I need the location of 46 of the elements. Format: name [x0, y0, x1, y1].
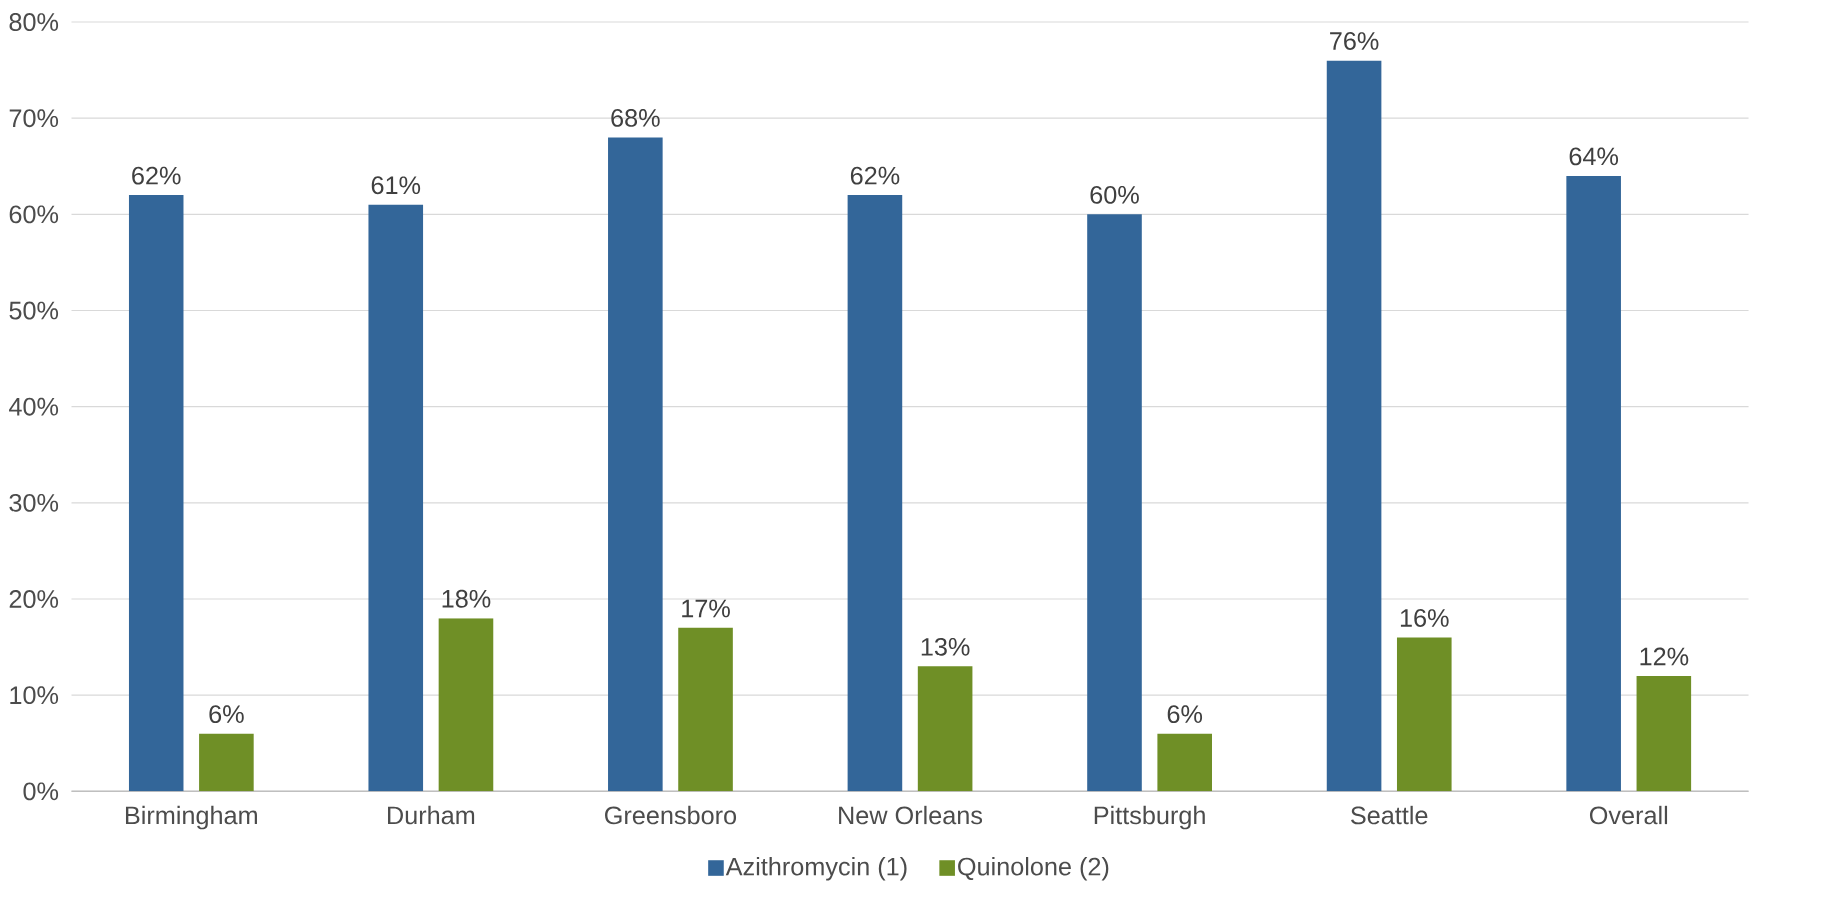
bar — [1396, 637, 1452, 792]
x-tick-label: Birmingham — [125, 805, 257, 830]
y-tick-label: 80% — [9, 13, 59, 32]
bar — [1326, 60, 1382, 792]
y-tick-label: 20% — [9, 590, 59, 609]
bar — [368, 204, 424, 792]
bar — [917, 666, 973, 792]
y-tick-label: 60% — [9, 205, 59, 224]
y-tick-label: 70% — [9, 109, 59, 128]
bar — [1566, 175, 1621, 792]
data-label: 62% — [850, 166, 900, 185]
data-label: 76% — [1330, 32, 1379, 50]
bar — [1636, 676, 1692, 792]
data-label: 6% — [209, 705, 244, 724]
y-tick-label: 30% — [9, 493, 59, 512]
x-tick-label: Greensboro — [605, 805, 737, 825]
data-label: 12% — [1640, 647, 1689, 666]
legend-label: Azithromycin (1) — [725, 857, 907, 881]
bar — [438, 618, 494, 792]
bar — [199, 733, 254, 792]
data-label: 68% — [611, 109, 660, 127]
data-label: 6% — [1167, 705, 1203, 724]
data-label: 16% — [1400, 609, 1449, 627]
x-tick-label: Pittsburgh — [1094, 805, 1205, 830]
legend-label: Quinolone (2) — [958, 857, 1109, 881]
data-label: 62% — [132, 166, 181, 185]
y-tick-label: 0% — [23, 782, 59, 801]
x-tick-label: Durham — [388, 805, 475, 825]
bar — [847, 195, 903, 792]
bar — [678, 627, 733, 792]
data-label: 18% — [442, 589, 491, 608]
bar — [128, 195, 184, 792]
data-label: 17% — [682, 599, 730, 618]
data-label: 60% — [1090, 185, 1139, 204]
bar — [608, 137, 663, 792]
y-tick-label: 50% — [9, 301, 59, 320]
bar — [1157, 733, 1212, 792]
x-tick-label: Seattle — [1351, 805, 1428, 825]
bar — [1087, 214, 1142, 792]
data-label: 13% — [921, 637, 970, 656]
x-tick-label: Overall — [1589, 805, 1668, 825]
data-label: 61% — [371, 176, 421, 195]
data-label: 64% — [1569, 147, 1619, 166]
y-tick-label: 40% — [9, 397, 59, 416]
x-tick-label: New Orleans — [839, 805, 983, 825]
y-tick-label: 10% — [10, 686, 59, 705]
